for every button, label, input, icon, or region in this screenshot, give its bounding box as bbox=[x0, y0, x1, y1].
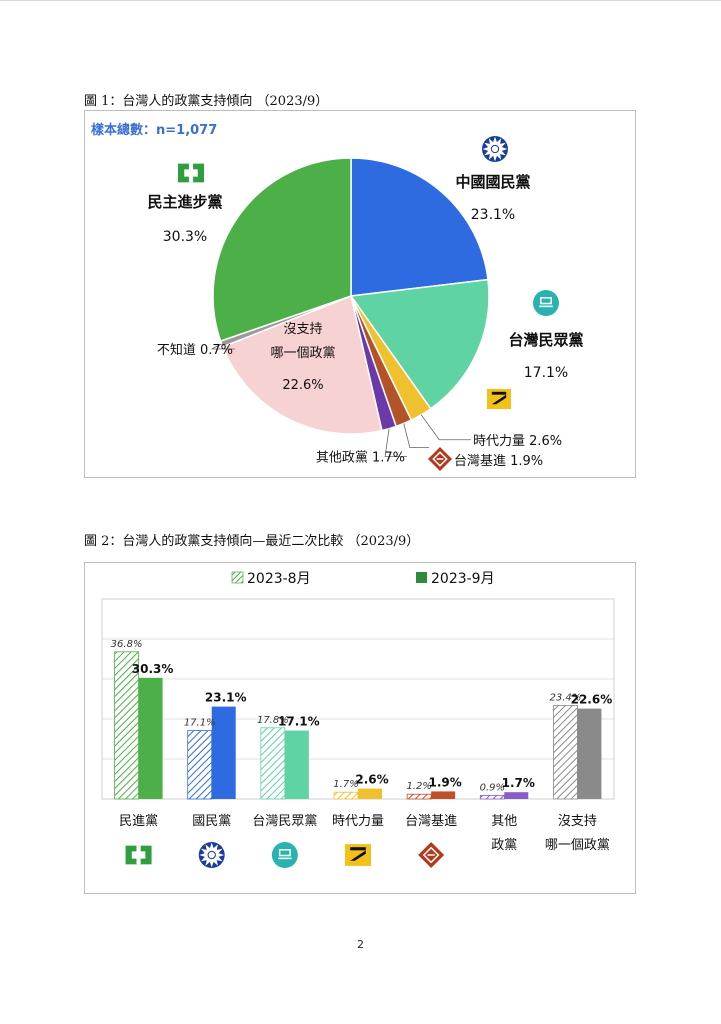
leader-line bbox=[384, 428, 407, 458]
bar-value-2023-8: 17.1% bbox=[184, 718, 216, 729]
tsp-logo-icon bbox=[428, 447, 452, 471]
figure1-caption: 圖 1：台灣人的政黨支持傾向 （2023/9） bbox=[84, 94, 329, 109]
leader-line bbox=[420, 414, 471, 441]
bar-value-2023-9: 1.9% bbox=[429, 775, 462, 789]
leader-line bbox=[211, 343, 235, 350]
kmt-sun-icon bbox=[482, 136, 508, 162]
bar-value-2023-9: 23.1% bbox=[205, 691, 247, 705]
tpp-logo-icon bbox=[271, 842, 298, 868]
bar-value-2023-8: 0.9% bbox=[480, 782, 505, 793]
bar-2023-8 bbox=[114, 651, 139, 800]
category-label: 民進黨 bbox=[119, 814, 158, 829]
pie-label-tsp: 台灣基進 1.9% bbox=[454, 454, 543, 469]
bar-2023-8 bbox=[479, 794, 505, 800]
tsp-logo-icon bbox=[418, 842, 445, 868]
pie-value-dpp: 30.3% bbox=[163, 229, 207, 245]
sample-size-note: 樣本總數：n=1,077 bbox=[91, 122, 217, 138]
dpp-logo-icon bbox=[178, 163, 204, 183]
pie-slice-tpp bbox=[349, 278, 490, 410]
bar-2023-9 bbox=[577, 708, 602, 799]
bar-value-2023-8: 23.4% bbox=[550, 692, 582, 703]
bar-value-2023-8: 1.2% bbox=[406, 781, 431, 792]
bar-chart-canvas: 2023-8月 2023-9月 36.8% 30.3% 民進黨 17.1% 23.1% 國民黨… bbox=[101, 571, 615, 868]
legend-swatch-2023-9 bbox=[416, 572, 427, 583]
pie-label-dpp: 民主進步黨 bbox=[147, 193, 222, 211]
dpp-logo-icon bbox=[125, 845, 152, 865]
bar-2023-9 bbox=[284, 730, 309, 799]
pie-label-other: 其他政黨 1.7% bbox=[316, 451, 405, 466]
npp-logo-icon bbox=[487, 388, 511, 410]
category-label: 哪一個政黨 bbox=[545, 838, 610, 853]
bar-2023-8 bbox=[260, 727, 286, 800]
category-label: 國民黨 bbox=[192, 814, 231, 829]
pie-value-tpp: 17.1% bbox=[524, 365, 568, 381]
bar-value-2023-9: 17.1% bbox=[278, 715, 320, 729]
figure2-caption: 圖 2：台灣人的政黨支持傾向—最近二次比較 （2023/9） bbox=[84, 534, 420, 549]
bar-value-2023-8: 1.7% bbox=[333, 779, 358, 790]
bar-2023-8 bbox=[553, 704, 578, 800]
pie-label-tpp: 台灣民眾黨 bbox=[508, 331, 583, 349]
pie-label-unknown: 不知道 0.7% bbox=[157, 342, 233, 358]
bar-2023-8 bbox=[333, 791, 359, 800]
pie-slice-kmt bbox=[350, 157, 489, 297]
bar-2023-9 bbox=[211, 706, 236, 799]
bar-2023-8 bbox=[406, 793, 432, 800]
pie-value-kmt: 23.1% bbox=[471, 207, 515, 223]
pie-label-kmt: 中國國民黨 bbox=[455, 173, 530, 191]
legend-swatch-2023-8 bbox=[231, 571, 244, 584]
bar-2023-8 bbox=[187, 730, 213, 800]
category-label: 沒支持 bbox=[558, 814, 597, 829]
page-top-rule bbox=[0, 0, 721, 1]
pie-chart-canvas: 樣本總數：n=1,077 中國國民黨 23.1% 台灣民眾黨 17.1% 時代力量 2.6… bbox=[91, 122, 584, 471]
pie-label-npp: 時代力量 2.6% bbox=[473, 434, 562, 449]
pie-slice-none bbox=[221, 294, 383, 435]
bar-value-2023-8: 17.8% bbox=[257, 715, 289, 726]
bar-value-2023-9: 22.6% bbox=[571, 693, 613, 707]
npp-logo-icon bbox=[345, 844, 371, 866]
bar-value-2023-9: 30.3% bbox=[132, 662, 174, 676]
page-number: 2 bbox=[357, 938, 364, 951]
category-label: 政黨 bbox=[491, 838, 517, 853]
bar-2023-9 bbox=[431, 791, 456, 799]
bar-2023-9 bbox=[504, 792, 529, 799]
pie-label-none: 哪一個政黨 bbox=[270, 346, 335, 361]
bar-value-2023-9: 1.7% bbox=[502, 776, 535, 790]
plot-area bbox=[101, 598, 615, 800]
leader-line bbox=[403, 423, 429, 448]
bar-value-2023-8: 36.8% bbox=[111, 639, 143, 650]
legend-label-2023-8: 2023-8月 bbox=[247, 571, 311, 587]
bar-2023-9 bbox=[138, 677, 163, 799]
figure1-pie-chart: 樣本總數：n=1,077 中國國民黨 23.1% 台灣民眾黨 17.1% 時代力量 2.6… bbox=[84, 110, 636, 478]
category-label: 時代力量 bbox=[332, 814, 384, 829]
category-label: 台灣民眾黨 bbox=[252, 814, 317, 829]
category-label: 台灣基進 bbox=[405, 814, 457, 829]
kmt-sun-icon bbox=[198, 842, 225, 868]
pie-label-none: 沒支持 bbox=[283, 322, 322, 337]
bar-value-2023-9: 2.6% bbox=[355, 773, 388, 787]
legend-label-2023-9: 2023-9月 bbox=[431, 571, 495, 587]
category-label: 其他 bbox=[491, 814, 517, 829]
figure2-bar-chart: 2023-8月 2023-9月 36.8% 30.3% 民進黨 17.1% 23.1% 國民黨… bbox=[84, 562, 636, 894]
tpp-logo-icon bbox=[533, 290, 559, 316]
bar-2023-9 bbox=[358, 788, 382, 799]
pie-value-none: 22.6% bbox=[282, 378, 323, 393]
chart-legend: 2023-8月 2023-9月 bbox=[231, 571, 495, 587]
pie-slice-dpp bbox=[212, 157, 352, 343]
